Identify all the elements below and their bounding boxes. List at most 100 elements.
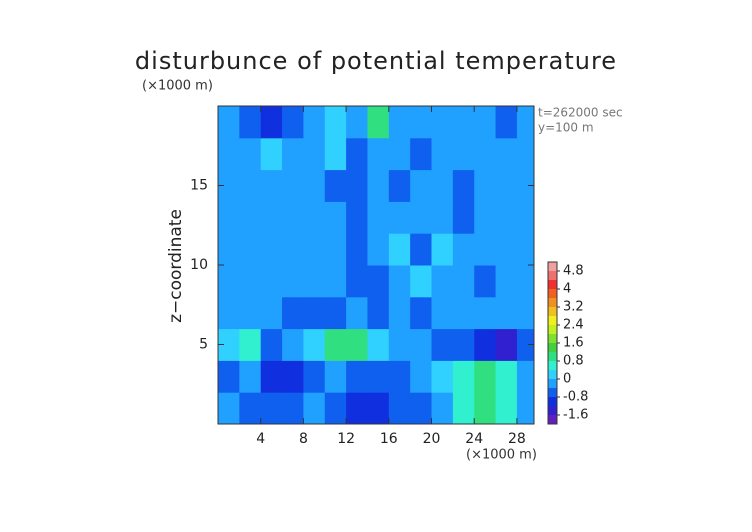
field-cell <box>260 233 283 266</box>
field-cell <box>474 137 497 171</box>
field-cell <box>346 201 368 234</box>
field-cell <box>474 233 497 266</box>
colorbar-bin <box>548 271 557 280</box>
field-cell <box>516 137 534 171</box>
field-cell <box>367 328 390 361</box>
field-cell <box>367 392 390 424</box>
field-cell <box>495 265 518 298</box>
colorbar-bin <box>548 307 557 316</box>
field-cell <box>388 137 411 171</box>
field-cell <box>452 233 475 266</box>
field-cell <box>282 296 304 330</box>
y-unit: (×1000 m) <box>142 79 213 94</box>
field-cell <box>346 233 368 266</box>
colorbar-bin <box>548 262 557 271</box>
field-cell <box>346 392 368 424</box>
field-cell <box>324 360 347 393</box>
field-cell <box>367 296 390 330</box>
field-cell <box>388 201 411 234</box>
field-cell <box>324 296 347 330</box>
field-cell <box>218 169 240 202</box>
field-cell <box>260 296 283 330</box>
field-cell <box>431 296 454 330</box>
field-cell <box>516 360 534 393</box>
field-cell <box>239 233 262 266</box>
field-cell <box>239 392 262 424</box>
field-cell <box>260 265 283 298</box>
colorbar-bin <box>548 289 557 298</box>
field-cell <box>388 106 411 139</box>
field-cell <box>239 169 262 202</box>
x-tick-label: 28 <box>508 431 526 447</box>
field-cell <box>474 265 497 298</box>
y-tick-label: 10 <box>190 257 208 273</box>
field-cell <box>516 201 534 234</box>
field-cell <box>410 328 433 361</box>
field-cell <box>346 296 368 330</box>
field-cell <box>367 201 390 234</box>
field-cell <box>260 137 283 171</box>
field-cell <box>303 201 326 234</box>
field-cell <box>303 233 326 266</box>
field-cell <box>303 328 326 361</box>
colorbar-label: -0.8 <box>563 390 588 405</box>
field-cell <box>516 328 534 361</box>
field-cell <box>431 106 454 139</box>
field-cell <box>474 201 497 234</box>
field-cell <box>367 137 390 171</box>
colorbar-bin <box>548 316 557 325</box>
colorbar-bin <box>548 343 557 352</box>
field-cell <box>495 201 518 234</box>
field-cell <box>367 265 390 298</box>
field-cell <box>410 265 433 298</box>
field-cell <box>218 296 240 330</box>
field-cell <box>367 169 390 202</box>
field-cell <box>495 169 518 202</box>
colorbar-bin <box>548 370 557 379</box>
field-cell <box>218 328 240 361</box>
x-tick-label: 4 <box>256 431 265 447</box>
field-cell <box>388 392 411 424</box>
colorbar-label: 4.8 <box>563 264 584 279</box>
field-cell <box>239 265 262 298</box>
field-cell <box>474 392 497 424</box>
colorbar-label: 1.6 <box>563 336 584 351</box>
field-cell <box>346 328 368 361</box>
x-tick-label: 20 <box>423 431 441 447</box>
field-cell <box>218 360 240 393</box>
field-cell <box>324 265 347 298</box>
field-cell <box>495 106 518 139</box>
field-cell <box>474 360 497 393</box>
field-cell <box>431 201 454 234</box>
chart-title: disturbunce of potential temperature <box>135 47 617 75</box>
colorbar-bin <box>548 415 557 424</box>
field-cell <box>367 106 390 139</box>
colorbar-bin <box>548 388 557 397</box>
field-cell <box>260 392 283 424</box>
colorbar-label: 4 <box>563 282 571 297</box>
field-cell <box>410 360 433 393</box>
colorbar-label: -1.6 <box>563 408 588 423</box>
field-cell <box>282 169 304 202</box>
field-cell <box>495 137 518 171</box>
field-cell <box>452 201 475 234</box>
field-cell <box>218 137 240 171</box>
field-cell <box>239 137 262 171</box>
field-cell <box>218 265 240 298</box>
field-cell <box>324 106 347 139</box>
field-cell <box>431 137 454 171</box>
field-cell <box>388 233 411 266</box>
field-cell <box>218 106 240 139</box>
field-cell <box>452 106 475 139</box>
field-cell <box>218 392 240 424</box>
field-cell <box>367 360 390 393</box>
field-cell <box>303 137 326 171</box>
field-cell <box>410 106 433 139</box>
field-cell <box>474 296 497 330</box>
field-cell <box>346 360 368 393</box>
field-cell <box>282 233 304 266</box>
field-cell <box>516 169 534 202</box>
field-cell <box>303 169 326 202</box>
field-cell <box>260 201 283 234</box>
field-cell <box>410 137 433 171</box>
